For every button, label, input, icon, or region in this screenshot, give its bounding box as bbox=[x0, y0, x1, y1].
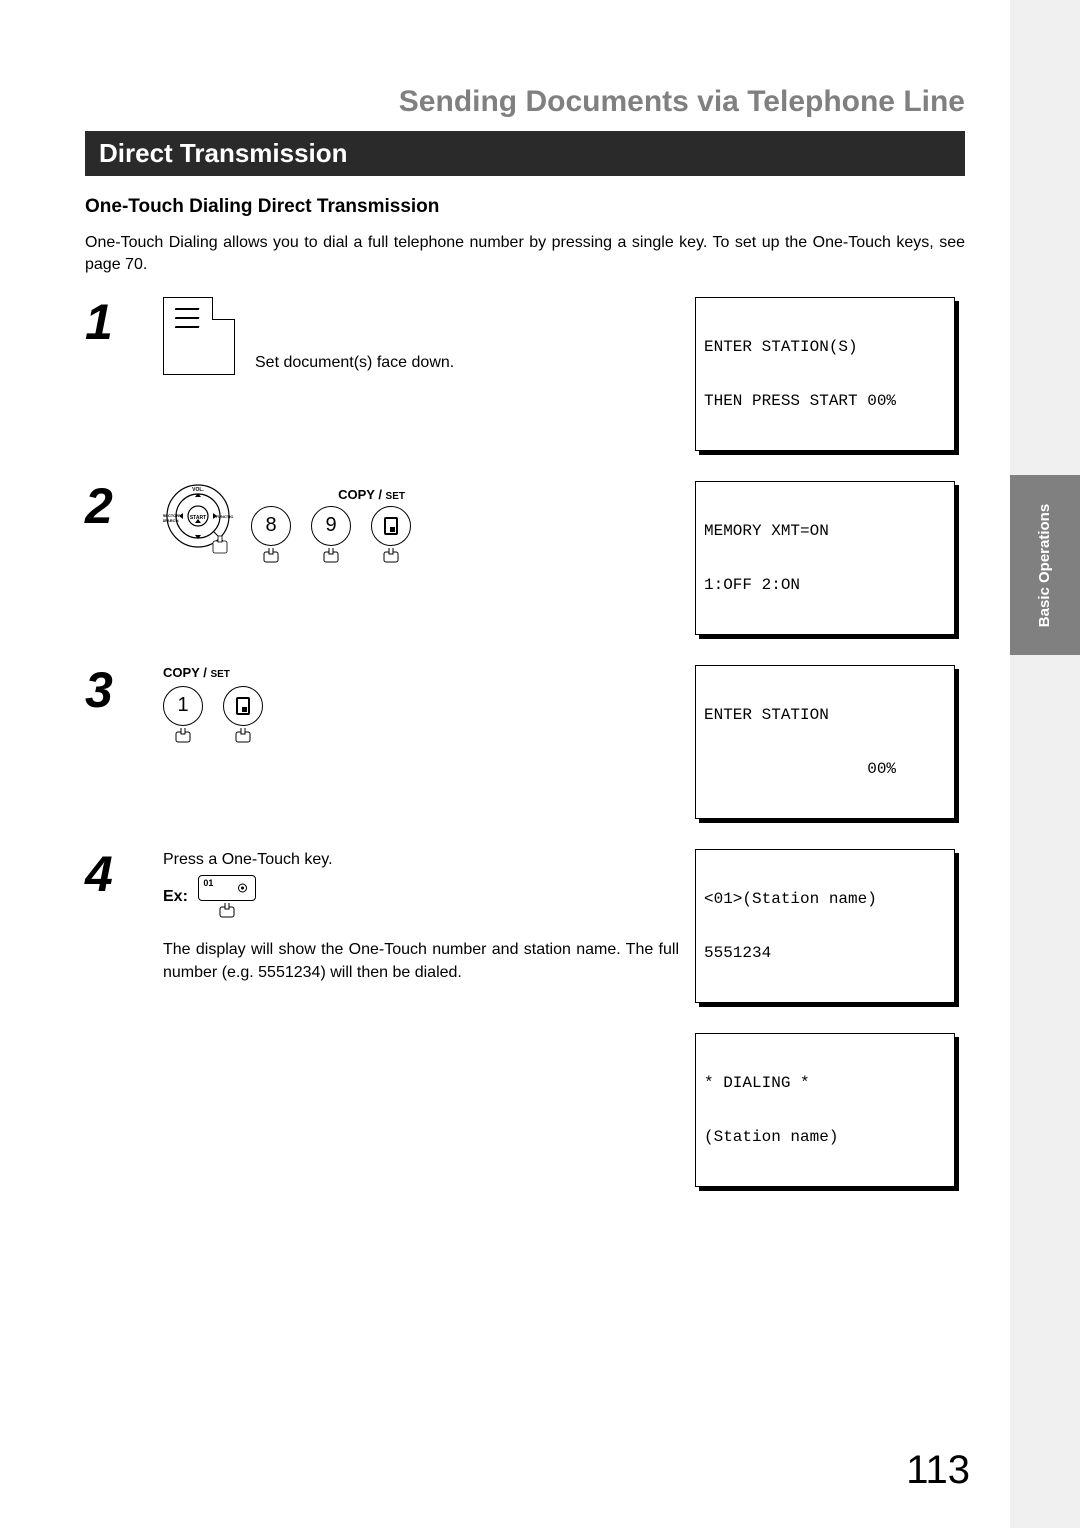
lcd-line: 5551234 bbox=[704, 944, 946, 962]
svg-text:FUNCTION: FUNCTION bbox=[216, 514, 233, 519]
press-hand-icon bbox=[380, 548, 402, 564]
lcd-line: ENTER STATION(S) bbox=[704, 338, 946, 356]
round-key bbox=[223, 686, 263, 726]
manual-page: Basic Operations Sending Documents via T… bbox=[0, 0, 1080, 1528]
steps-list: 1 Set document(s) face down. ENTER STATI… bbox=[85, 297, 965, 1197]
lcd-line: 1:OFF 2:ON bbox=[704, 576, 946, 594]
step-3: 3 COPY / SET 1 bbox=[85, 665, 965, 829]
round-key: 8 bbox=[251, 506, 291, 546]
content-area: Sending Documents via Telephone Line Dir… bbox=[85, 85, 965, 1217]
document-face-down-icon bbox=[163, 297, 235, 375]
round-key bbox=[371, 506, 411, 546]
chapter-title: Sending Documents via Telephone Line bbox=[85, 85, 965, 119]
lcd-display: ENTER STATION 00% bbox=[695, 665, 955, 819]
example-label: Ex: bbox=[163, 888, 188, 905]
intro-paragraph: One-Touch Dialing allows you to dial a f… bbox=[85, 232, 965, 277]
step-instruction: Set document(s) face down. bbox=[255, 352, 454, 374]
side-tab-background bbox=[1010, 0, 1080, 1528]
lcd-display: <01>(Station name) 5551234 bbox=[695, 849, 955, 1003]
set-label: SET bbox=[210, 669, 229, 680]
press-hand-icon bbox=[172, 728, 194, 744]
svg-text:VOL.: VOL. bbox=[192, 487, 204, 493]
step-number: 1 bbox=[85, 297, 163, 347]
lcd-line: MEMORY XMT=ON bbox=[704, 522, 946, 540]
set-key bbox=[223, 686, 263, 744]
onetouch-key-example: 01 bbox=[198, 875, 256, 919]
copy-label: COPY bbox=[338, 487, 375, 502]
side-tab-label: Basic Operations bbox=[1037, 503, 1054, 626]
numeric-key-9: 9 bbox=[311, 506, 351, 564]
step-number: 2 bbox=[85, 481, 163, 531]
numeric-key-1: 1 bbox=[163, 686, 203, 744]
press-hand-icon bbox=[216, 903, 238, 919]
subsection-title: One-Touch Dialing Direct Transmission bbox=[85, 196, 965, 218]
round-key: 1 bbox=[163, 686, 203, 726]
lcd-display: ENTER STATION(S) THEN PRESS START 00% bbox=[695, 297, 955, 451]
section-heading-bar: Direct Transmission bbox=[85, 131, 965, 176]
step-instruction: Press a One-Touch key. bbox=[163, 849, 679, 871]
navigation-wheel-icon: START VOL. DIRECTORY SEARCH FUNCTION bbox=[163, 481, 233, 564]
step-number: 4 bbox=[85, 849, 163, 899]
press-hand-icon bbox=[320, 548, 342, 564]
copy-set-label: COPY / SET bbox=[163, 665, 679, 680]
lcd-line: 00% bbox=[704, 760, 946, 778]
set-label: SET bbox=[386, 491, 405, 502]
copy-label: COPY bbox=[163, 665, 200, 680]
numeric-key-8: 8 bbox=[251, 506, 291, 564]
press-hand-icon bbox=[260, 548, 282, 564]
step-followup-text: The display will show the One-Touch numb… bbox=[163, 939, 679, 984]
step-number: 3 bbox=[85, 665, 163, 715]
page-number: 113 bbox=[906, 1448, 970, 1493]
round-key: 9 bbox=[311, 506, 351, 546]
lcd-line: ENTER STATION bbox=[704, 706, 946, 724]
press-hand-icon bbox=[232, 728, 254, 744]
svg-text:SEARCH: SEARCH bbox=[163, 518, 179, 523]
side-tab-active: Basic Operations bbox=[1010, 475, 1080, 655]
step-1: 1 Set document(s) face down. ENTER STATI… bbox=[85, 297, 965, 461]
step-4: 4 Press a One-Touch key. Ex: 01 bbox=[85, 849, 965, 1197]
lcd-line: * DIALING * bbox=[704, 1074, 946, 1092]
lcd-line: THEN PRESS START 00% bbox=[704, 392, 946, 410]
copy-set-label: COPY / SET bbox=[338, 487, 405, 502]
lcd-display: * DIALING * (Station name) bbox=[695, 1033, 955, 1187]
lcd-line: (Station name) bbox=[704, 1128, 946, 1146]
set-key bbox=[371, 506, 411, 564]
lcd-line: <01>(Station name) bbox=[704, 890, 946, 908]
step-2: 2 START VOL. bbox=[85, 481, 965, 645]
onetouch-key-icon: 01 bbox=[198, 875, 256, 901]
onetouch-key-number: 01 bbox=[203, 878, 213, 888]
lcd-display: MEMORY XMT=ON 1:OFF 2:ON bbox=[695, 481, 955, 635]
